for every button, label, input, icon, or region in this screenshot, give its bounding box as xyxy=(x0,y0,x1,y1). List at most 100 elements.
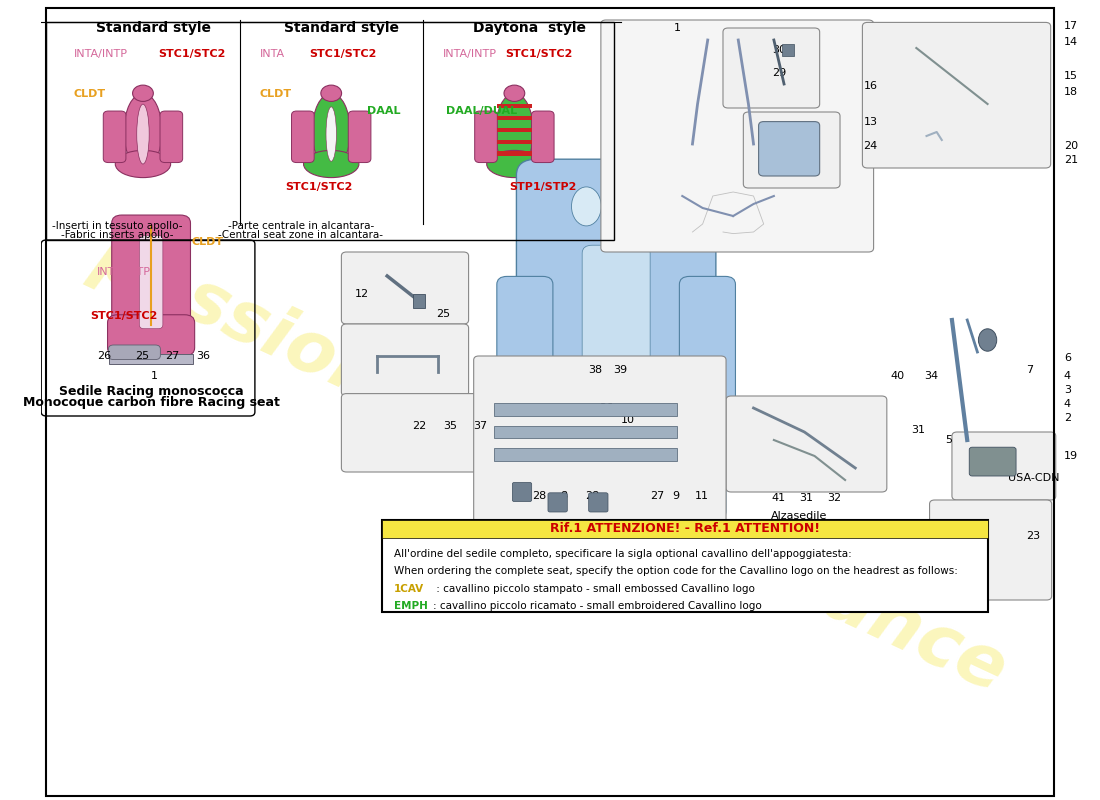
Text: 32: 32 xyxy=(827,493,840,502)
Bar xyxy=(109,354,192,364)
FancyBboxPatch shape xyxy=(680,276,736,433)
Text: CLDT: CLDT xyxy=(191,237,224,246)
Text: INTA/INTP: INTA/INTP xyxy=(97,267,151,277)
FancyBboxPatch shape xyxy=(103,111,125,162)
Text: 10: 10 xyxy=(621,415,635,425)
Text: passion for performance: passion for performance xyxy=(82,222,1018,706)
Bar xyxy=(412,294,425,308)
FancyBboxPatch shape xyxy=(516,159,716,472)
Text: All'ordine del sedile completo, specificare la sigla optional cavallino dell'app: All'ordine del sedile completo, specific… xyxy=(394,549,852,558)
Bar xyxy=(517,523,715,542)
Text: 4: 4 xyxy=(1064,399,1071,409)
Text: 16: 16 xyxy=(864,82,878,91)
Text: 1CAV: 1CAV xyxy=(394,583,425,594)
Ellipse shape xyxy=(136,104,150,164)
Bar xyxy=(382,520,988,612)
FancyBboxPatch shape xyxy=(506,424,726,526)
Bar xyxy=(494,403,678,416)
Bar xyxy=(497,115,531,120)
Text: 27: 27 xyxy=(165,351,179,361)
Ellipse shape xyxy=(304,150,359,178)
Ellipse shape xyxy=(631,187,661,226)
Ellipse shape xyxy=(326,107,337,162)
FancyBboxPatch shape xyxy=(588,493,608,512)
Text: 28: 28 xyxy=(531,491,546,501)
Text: STC1/STC2: STC1/STC2 xyxy=(505,49,573,58)
Ellipse shape xyxy=(133,85,153,102)
Text: 26: 26 xyxy=(97,351,111,361)
Text: 27: 27 xyxy=(650,491,664,501)
Text: INTA/INTP: INTA/INTP xyxy=(74,49,128,58)
Ellipse shape xyxy=(978,329,997,351)
FancyBboxPatch shape xyxy=(341,394,509,472)
FancyBboxPatch shape xyxy=(474,356,726,524)
Text: 5: 5 xyxy=(945,435,952,445)
Bar xyxy=(782,44,794,56)
Text: 20: 20 xyxy=(1064,141,1078,150)
Text: 37: 37 xyxy=(474,421,487,430)
Text: -Parte centrale in alcantara-: -Parte centrale in alcantara- xyxy=(228,221,374,230)
Text: 35: 35 xyxy=(443,421,458,430)
FancyBboxPatch shape xyxy=(140,235,163,329)
Text: 29: 29 xyxy=(772,68,786,78)
Text: 36: 36 xyxy=(196,351,210,361)
Text: 28: 28 xyxy=(585,491,600,501)
FancyBboxPatch shape xyxy=(723,28,820,108)
Text: Alzasedile: Alzasedile xyxy=(771,511,827,521)
Ellipse shape xyxy=(312,94,350,170)
FancyBboxPatch shape xyxy=(349,111,371,162)
Text: 26: 26 xyxy=(598,403,613,413)
Text: DAAL/DUAL: DAAL/DUAL xyxy=(447,106,517,116)
Text: 17: 17 xyxy=(1064,22,1078,31)
Text: -Fabric inserts apollo-: -Fabric inserts apollo- xyxy=(62,230,174,240)
Bar xyxy=(46,22,614,240)
Text: STC1/STC2: STC1/STC2 xyxy=(90,311,157,321)
Bar xyxy=(497,151,531,156)
Text: 9: 9 xyxy=(672,491,679,501)
Text: INTA/INTP: INTA/INTP xyxy=(443,49,497,58)
FancyBboxPatch shape xyxy=(952,432,1056,500)
Text: Standard style: Standard style xyxy=(96,21,210,35)
Ellipse shape xyxy=(124,94,162,170)
Text: Standard style: Standard style xyxy=(284,21,399,35)
FancyBboxPatch shape xyxy=(108,314,195,356)
Text: 31: 31 xyxy=(800,493,813,502)
Bar xyxy=(497,104,531,108)
Text: 34: 34 xyxy=(924,371,938,381)
Bar xyxy=(497,127,531,132)
Text: 6: 6 xyxy=(1064,354,1071,363)
Text: Monocoque carbon fibre Racing seat: Monocoque carbon fibre Racing seat xyxy=(23,396,279,409)
Text: 19: 19 xyxy=(1064,451,1078,461)
FancyBboxPatch shape xyxy=(497,276,553,433)
Text: 40: 40 xyxy=(891,371,905,381)
Text: 22: 22 xyxy=(412,421,427,430)
Text: 4: 4 xyxy=(1064,371,1071,381)
Text: 12: 12 xyxy=(354,289,368,298)
FancyBboxPatch shape xyxy=(292,111,315,162)
FancyBboxPatch shape xyxy=(582,245,650,448)
Text: CLDT: CLDT xyxy=(74,90,106,99)
Text: Rif.1 ATTENZIONE! - Ref.1 ATTENTION!: Rif.1 ATTENZIONE! - Ref.1 ATTENTION! xyxy=(550,522,820,535)
Text: 13: 13 xyxy=(864,118,878,127)
Bar xyxy=(382,520,988,538)
Text: USA-CDN: USA-CDN xyxy=(1008,474,1059,483)
Text: DAAL: DAAL xyxy=(366,106,400,116)
FancyBboxPatch shape xyxy=(726,396,887,492)
FancyBboxPatch shape xyxy=(531,111,554,162)
FancyBboxPatch shape xyxy=(969,447,1016,476)
FancyBboxPatch shape xyxy=(341,324,469,396)
FancyBboxPatch shape xyxy=(112,215,190,336)
Text: STC1/STC2: STC1/STC2 xyxy=(309,49,376,58)
Ellipse shape xyxy=(572,187,602,226)
Text: 1: 1 xyxy=(674,23,681,33)
Ellipse shape xyxy=(486,150,542,178)
FancyBboxPatch shape xyxy=(160,111,183,162)
Text: STC1/STC2: STC1/STC2 xyxy=(158,49,225,58)
Ellipse shape xyxy=(116,150,170,178)
Bar xyxy=(494,426,678,438)
FancyBboxPatch shape xyxy=(513,482,531,502)
Text: CLDT: CLDT xyxy=(260,90,293,99)
Text: 25: 25 xyxy=(436,309,450,318)
Text: 25: 25 xyxy=(135,351,149,361)
Text: : cavallino piccolo stampato - small embossed Cavallino logo: : cavallino piccolo stampato - small emb… xyxy=(433,583,755,594)
